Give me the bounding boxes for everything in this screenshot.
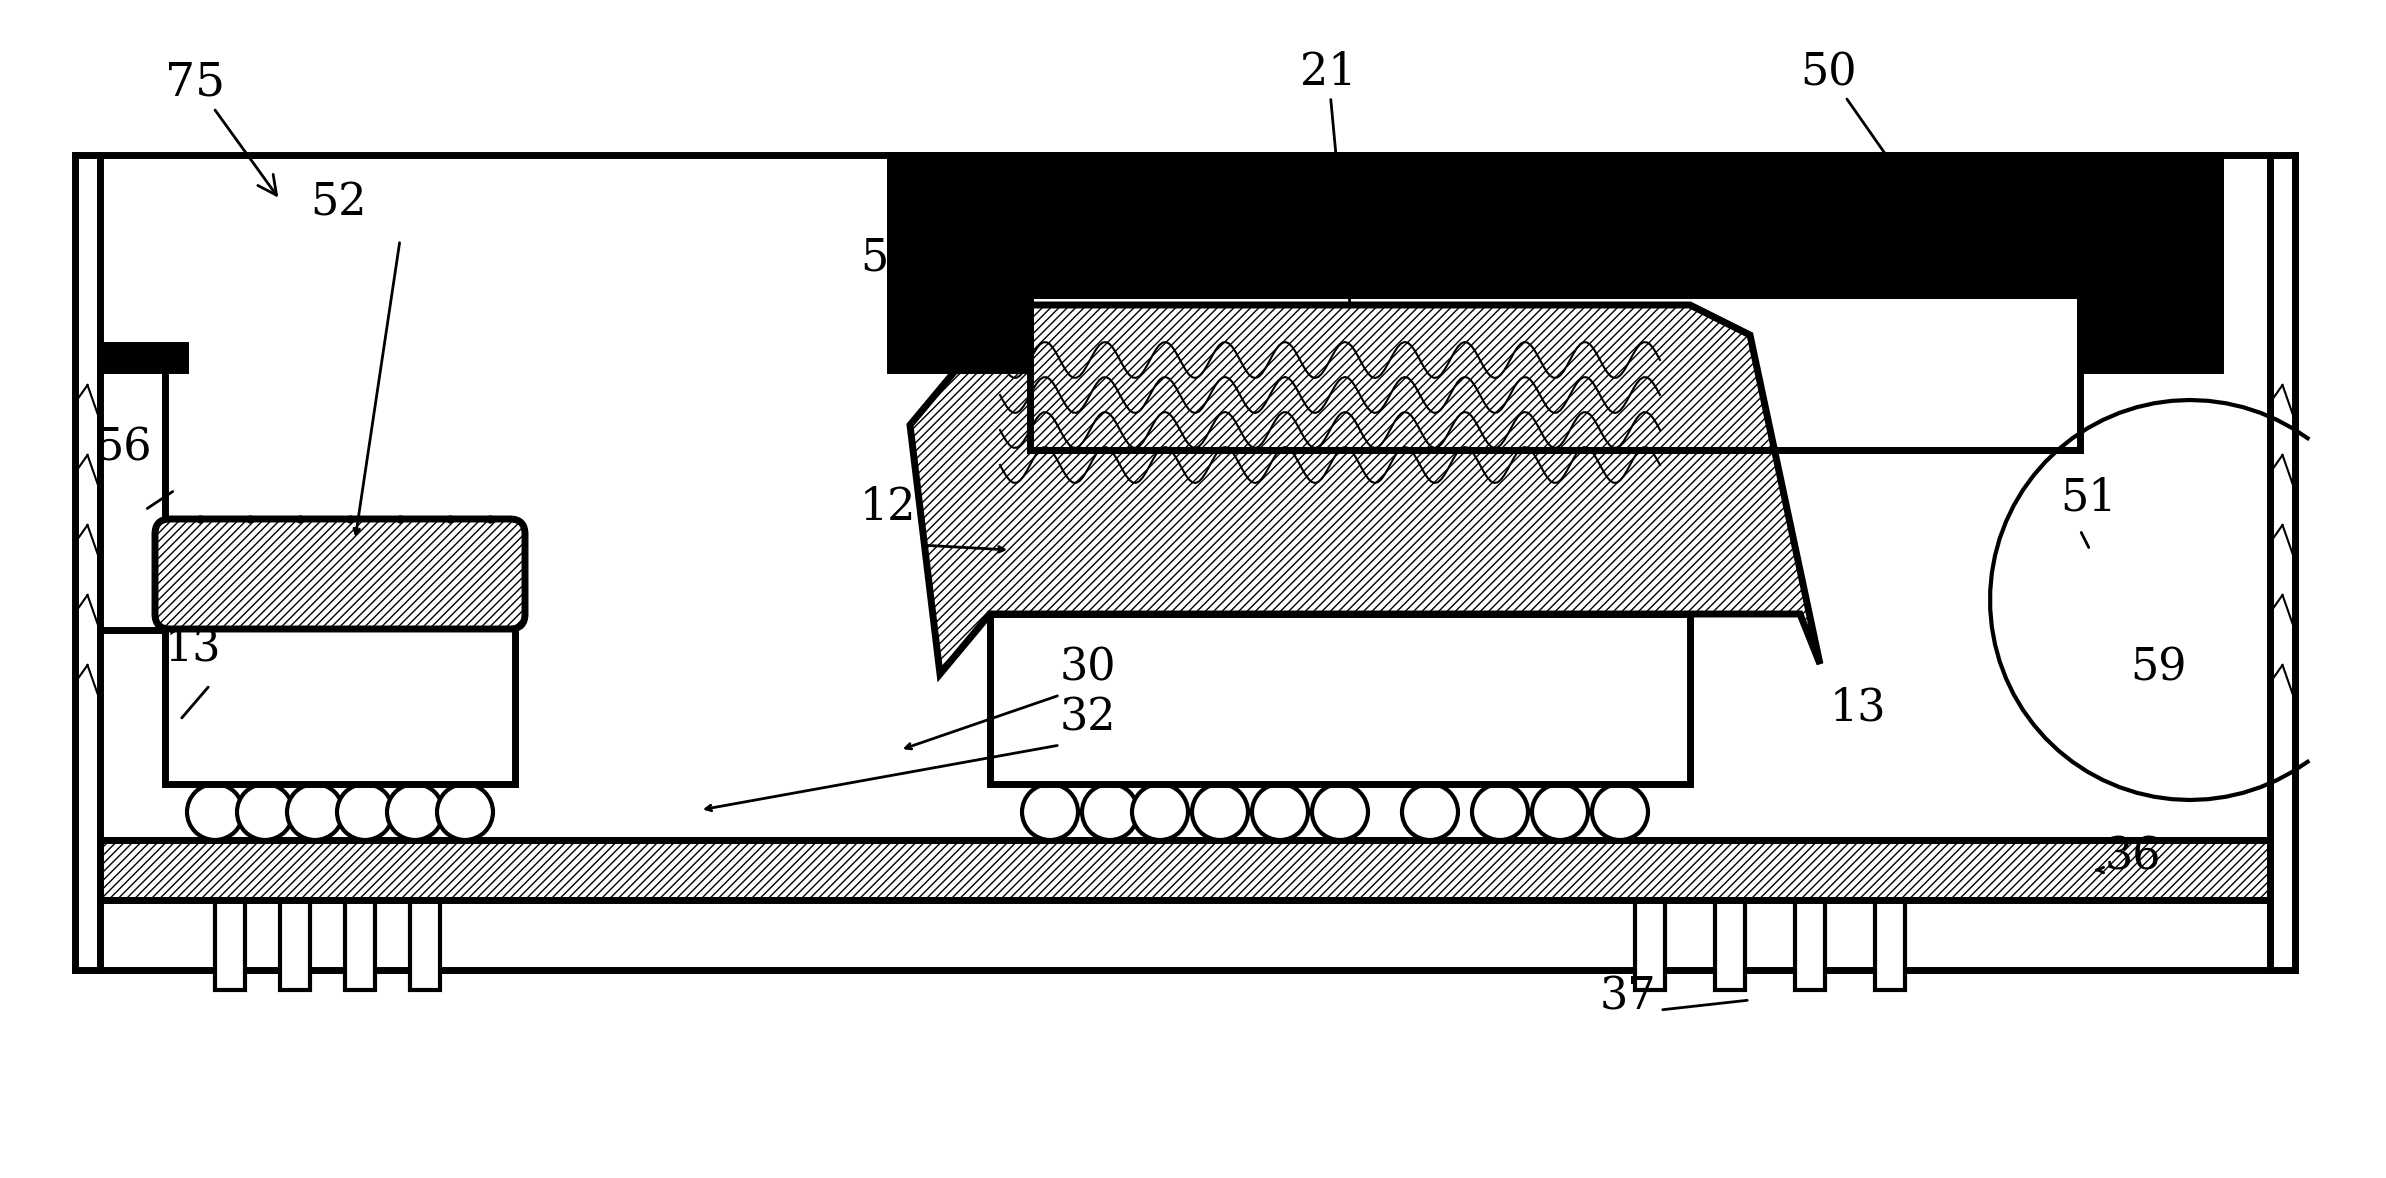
Bar <box>1875 900 1904 990</box>
Bar <box>215 900 246 990</box>
Text: 21: 21 <box>1300 51 1358 303</box>
Circle shape <box>1131 785 1188 840</box>
Bar <box>890 155 2219 216</box>
Text: 59: 59 <box>2131 646 2186 689</box>
Text: 37: 37 <box>1601 975 1656 1019</box>
Text: 54: 54 <box>859 236 1019 338</box>
Bar <box>890 216 959 370</box>
Bar <box>165 614 515 785</box>
Bar <box>990 614 1689 785</box>
Bar <box>2081 300 2150 370</box>
Text: 50: 50 <box>1799 51 1899 173</box>
Bar <box>100 840 2269 900</box>
Circle shape <box>1253 785 1308 840</box>
Text: 51: 51 <box>2059 476 2116 519</box>
Circle shape <box>1193 785 1248 840</box>
Circle shape <box>186 785 243 840</box>
Text: 52: 52 <box>310 181 367 224</box>
Bar <box>100 370 165 630</box>
Text: 13: 13 <box>1830 686 1887 729</box>
Bar <box>959 300 1031 370</box>
Circle shape <box>1312 785 1367 840</box>
Bar <box>100 345 186 370</box>
Bar <box>2150 216 2219 370</box>
Polygon shape <box>909 305 1821 674</box>
Bar <box>959 155 2150 294</box>
Bar <box>1634 900 1665 990</box>
Bar <box>1794 900 1825 990</box>
Circle shape <box>1532 785 1589 840</box>
Text: 30: 30 <box>1059 646 1117 689</box>
Circle shape <box>236 785 293 840</box>
Text: 12: 12 <box>859 485 916 529</box>
Bar <box>279 900 310 990</box>
Circle shape <box>286 785 344 840</box>
Circle shape <box>437 785 494 840</box>
Circle shape <box>1403 785 1458 840</box>
Bar <box>410 900 439 990</box>
Circle shape <box>1081 785 1138 840</box>
FancyBboxPatch shape <box>155 519 525 629</box>
Circle shape <box>336 785 394 840</box>
Circle shape <box>1021 785 1078 840</box>
Text: 36: 36 <box>2104 836 2162 879</box>
Text: 13: 13 <box>165 626 222 669</box>
Circle shape <box>387 785 444 840</box>
Text: 32: 32 <box>1059 696 1117 739</box>
Circle shape <box>1591 785 1649 840</box>
Circle shape <box>1472 785 1527 840</box>
Bar <box>346 900 375 990</box>
Bar <box>1716 900 1744 990</box>
Text: 56: 56 <box>95 425 150 469</box>
Text: 75: 75 <box>165 60 277 196</box>
